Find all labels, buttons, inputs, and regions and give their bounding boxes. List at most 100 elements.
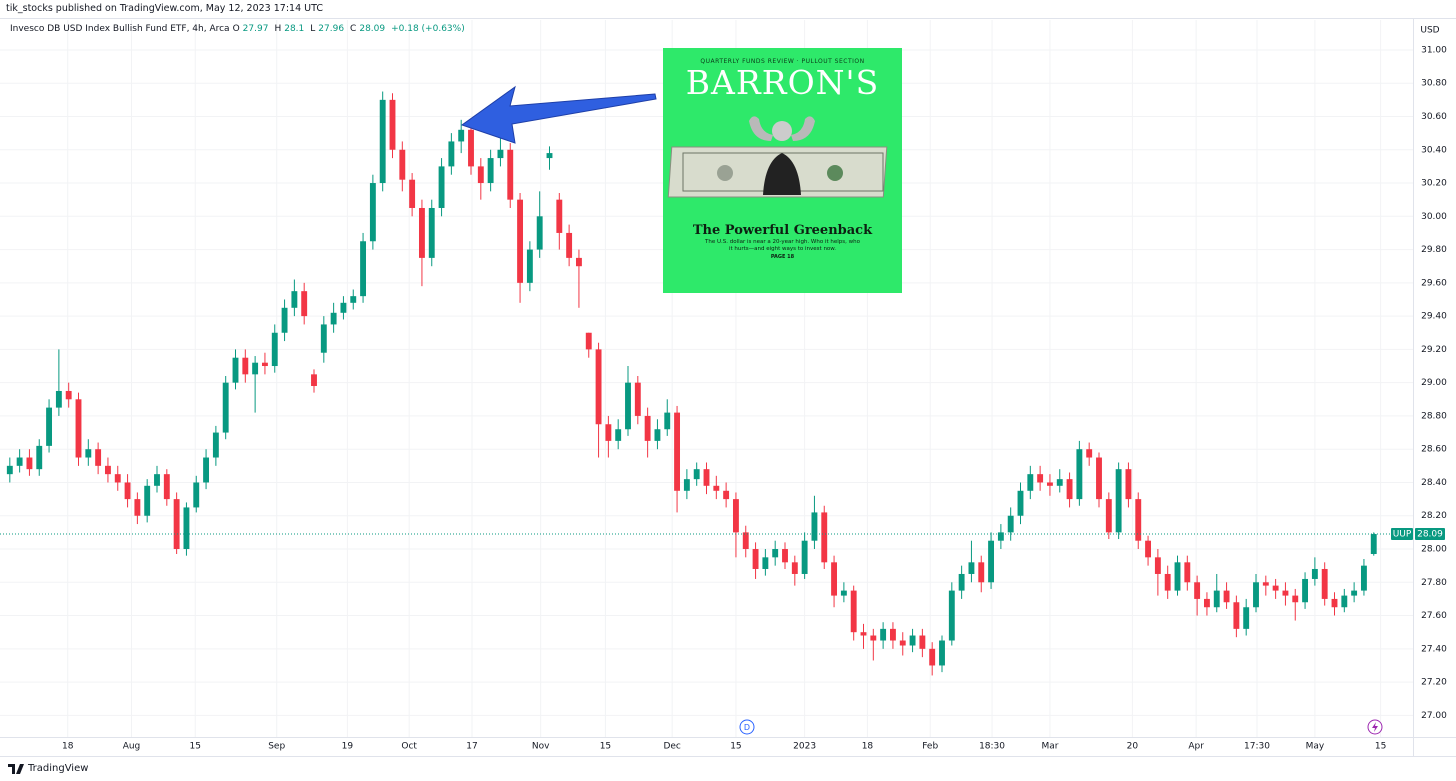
candle-body	[625, 382, 631, 430]
candle-body	[320, 324, 327, 353]
candle-body	[634, 382, 641, 416]
candle-body	[1096, 457, 1102, 500]
legend-high: 28.1	[284, 24, 305, 34]
y-tick-label: 30.20	[1421, 179, 1447, 189]
candle-body	[65, 390, 72, 400]
candle-body	[821, 512, 828, 563]
candle-body	[173, 499, 180, 550]
candle-body	[889, 628, 896, 641]
y-tick-label: 28.80	[1421, 411, 1447, 421]
candle-body	[556, 199, 563, 233]
legend-c-label: C	[350, 24, 357, 34]
legend-low: 27.96	[318, 24, 345, 34]
x-tick-label: 18:30	[979, 742, 1005, 752]
candle-body	[1184, 562, 1191, 583]
candle-body	[1017, 490, 1024, 516]
candle-body	[1272, 585, 1279, 591]
y-tick-label: 30.00	[1421, 212, 1447, 222]
brand-name[interactable]: TradingView	[28, 763, 89, 774]
candle-body	[26, 457, 33, 470]
y-tick-label: 28.00	[1421, 545, 1447, 555]
legend-close: 28.09	[359, 24, 386, 34]
candle-body	[831, 562, 838, 596]
candle-body	[1302, 578, 1309, 603]
candle-body	[1105, 499, 1112, 533]
candle-body	[281, 307, 288, 333]
candle-body	[1341, 595, 1348, 608]
legend-change: +0.18 (+0.63%)	[391, 24, 465, 34]
last-price-tag	[1415, 528, 1445, 541]
candle-body	[291, 291, 298, 308]
candle-body	[1135, 499, 1142, 541]
candle-body	[723, 490, 730, 500]
x-tick-label: 17	[466, 742, 477, 752]
candle-body	[1066, 479, 1073, 500]
candle-body	[1037, 474, 1044, 483]
candle-body	[487, 158, 494, 184]
candle-body	[85, 449, 92, 458]
candle-body	[379, 99, 386, 184]
legend-title: Invesco DB USD Index Bullish Fund ETF, 4…	[10, 24, 230, 34]
cover-headline: The Powerful Greenback	[692, 223, 873, 238]
candle-body	[948, 590, 955, 641]
candle-body	[154, 474, 160, 486]
candle-body	[428, 207, 435, 258]
candle-body	[1370, 534, 1377, 555]
candle-body	[95, 449, 102, 466]
brand-logo	[8, 763, 24, 774]
x-tick-label: 15	[190, 742, 201, 752]
candle-body	[340, 302, 347, 313]
candle-body	[163, 474, 170, 500]
candle-body	[575, 257, 582, 267]
x-tick-label: Sep	[268, 742, 285, 752]
candle-body	[193, 482, 200, 508]
candle-body	[6, 465, 13, 475]
candle-body	[1351, 590, 1358, 596]
x-tick-label: Oct	[401, 742, 417, 752]
candle-body	[1115, 469, 1122, 533]
cover-dek: The U.S. dollar is near a 20-year high. …	[704, 239, 860, 252]
legend-o-label: O	[232, 24, 240, 34]
candle-body	[1046, 482, 1053, 486]
y-tick-label: 29.40	[1421, 312, 1447, 322]
candle-body	[1262, 582, 1269, 586]
candle-body	[978, 562, 985, 583]
candle-body	[840, 590, 847, 596]
bill-seal	[717, 165, 733, 181]
event-icon-bolt	[1372, 722, 1378, 732]
candle-body	[1233, 602, 1240, 629]
y-tick-label: 29.60	[1421, 278, 1447, 288]
candle-body	[919, 635, 926, 649]
candle-body	[1174, 562, 1181, 591]
x-tick-label: Nov	[532, 742, 550, 752]
candle-body	[791, 562, 798, 574]
x-tick-label: Feb	[922, 742, 938, 752]
candle-body	[271, 332, 278, 367]
candle-body	[114, 474, 121, 483]
candle-body	[1056, 479, 1063, 486]
candle-body	[311, 374, 317, 386]
candle-body	[301, 291, 308, 317]
candle-body	[1125, 469, 1132, 500]
candle-body	[654, 429, 661, 441]
dividend-icon[interactable]	[739, 719, 755, 735]
figure-body	[763, 153, 801, 195]
candle-body	[870, 635, 877, 641]
candle-body	[1331, 598, 1338, 608]
symbol-tag	[1391, 528, 1413, 541]
candle-body	[1145, 540, 1152, 558]
candle-body	[1076, 449, 1083, 500]
x-tick-label: 18	[862, 742, 874, 752]
candle-body	[939, 640, 945, 666]
candle-body	[664, 412, 671, 430]
legend-l-label: L	[310, 24, 316, 34]
attribution: tik_stocks published on TradingView.com,…	[6, 3, 323, 14]
x-tick-label: 19	[342, 742, 354, 752]
candle-body	[811, 512, 818, 541]
candle-body	[468, 129, 474, 167]
last-price-label: 28.09	[1417, 530, 1443, 540]
candle-body	[124, 482, 131, 500]
candle-body	[232, 357, 239, 383]
candle-body	[782, 549, 788, 563]
